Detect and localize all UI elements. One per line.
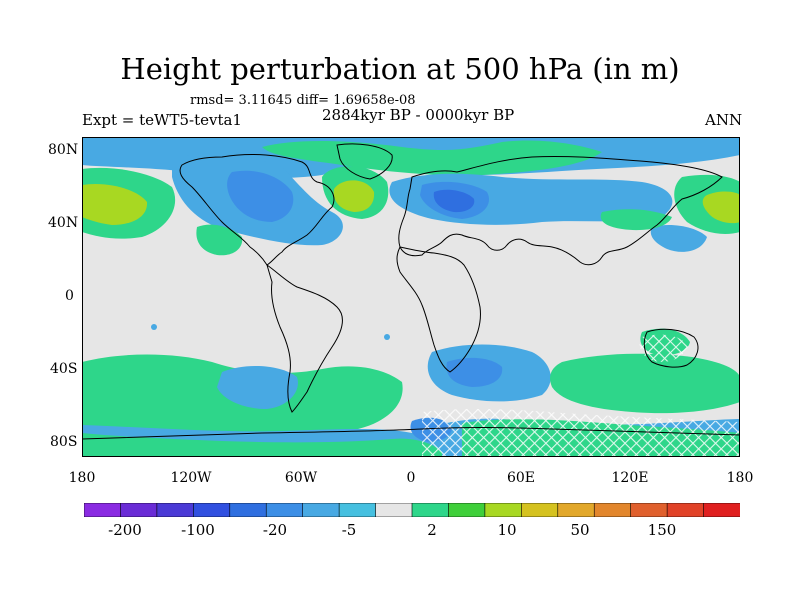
lon-label-120w: 120W	[170, 470, 212, 486]
colorbar-cell	[703, 503, 740, 517]
antarctic-green	[82, 433, 442, 457]
colorbar-cell	[229, 503, 267, 517]
lon-label-0: 0	[406, 470, 416, 486]
colorbar-cell	[84, 503, 122, 517]
eurasia-trough-dark	[433, 189, 475, 213]
lon-label-60w: 60W	[284, 470, 318, 486]
colorbar-cell	[557, 503, 595, 517]
stats-line: rmsd= 3.11645 diff= 1.69658e-08	[190, 93, 416, 108]
coastlines	[82, 143, 740, 440]
colorbar-label: 10	[497, 521, 517, 539]
south-pacific-blue	[217, 365, 298, 409]
south-indian-green	[550, 353, 740, 414]
lon-label-120e: 120E	[611, 470, 649, 486]
map-border	[82, 137, 740, 457]
colorbar-cell	[375, 503, 413, 517]
lon-label-60e: 60E	[506, 470, 536, 486]
season-label: ANN	[705, 111, 743, 129]
north-atlantic-green	[262, 140, 602, 176]
colorbar-cell	[265, 503, 304, 517]
colorbar-label: 150	[647, 521, 677, 539]
lon-label-180w: 180	[68, 470, 96, 486]
significance-hatch	[639, 334, 688, 362]
colorbar-label: -20	[262, 521, 288, 539]
lat-label-80s: 80S	[50, 434, 78, 450]
lat-label-40s: 40S	[50, 361, 78, 377]
period-label: 2884kyr BP - 0000kyr BP	[322, 106, 515, 124]
colorbar-cell	[666, 503, 705, 517]
colorbar-cell	[120, 503, 158, 517]
colorbar-cell	[338, 503, 377, 517]
lat-label-80n: 80N	[48, 142, 79, 158]
lat-label-0: 0	[65, 288, 74, 304]
na-trough-mid	[227, 170, 294, 222]
colorbar-cell	[521, 503, 559, 517]
pacific-yellow-east	[702, 191, 740, 224]
colorbar	[84, 503, 740, 517]
pacific-yellow-west	[82, 183, 148, 225]
significance-hatch	[422, 409, 740, 457]
tropic-spot	[384, 334, 390, 340]
colorbar-cell	[484, 503, 522, 517]
south-atlantic-blue-mid	[446, 357, 503, 387]
greenland-yellow	[333, 180, 375, 212]
plot-title: Height perturbation at 500 hPa (in m)	[120, 52, 680, 86]
colorbar-label: -100	[181, 521, 215, 539]
colorbar-cell	[630, 503, 668, 517]
contour-map	[82, 137, 740, 457]
colorbar-label: 2	[427, 521, 437, 539]
colorbar-cell	[448, 503, 486, 517]
asia-blue-patch	[650, 225, 707, 252]
tropic-spot	[151, 324, 157, 330]
colorbar-cell	[156, 503, 194, 517]
na-trough-green	[196, 224, 243, 256]
colorbar-cell	[302, 503, 340, 517]
colorbar-cell	[193, 503, 231, 517]
colorbar-label: -200	[108, 521, 142, 539]
experiment-label: Expt = teWT5-tevta1	[82, 111, 242, 129]
colorbar-label: 50	[570, 521, 590, 539]
lon-label-180e: 180	[726, 470, 754, 486]
asia-green-patch	[600, 209, 672, 231]
colorbar-cell	[411, 503, 450, 517]
colorbar-label: -5	[341, 521, 357, 539]
lat-label-40n: 40N	[48, 215, 79, 231]
colorbar-cell	[593, 503, 632, 517]
